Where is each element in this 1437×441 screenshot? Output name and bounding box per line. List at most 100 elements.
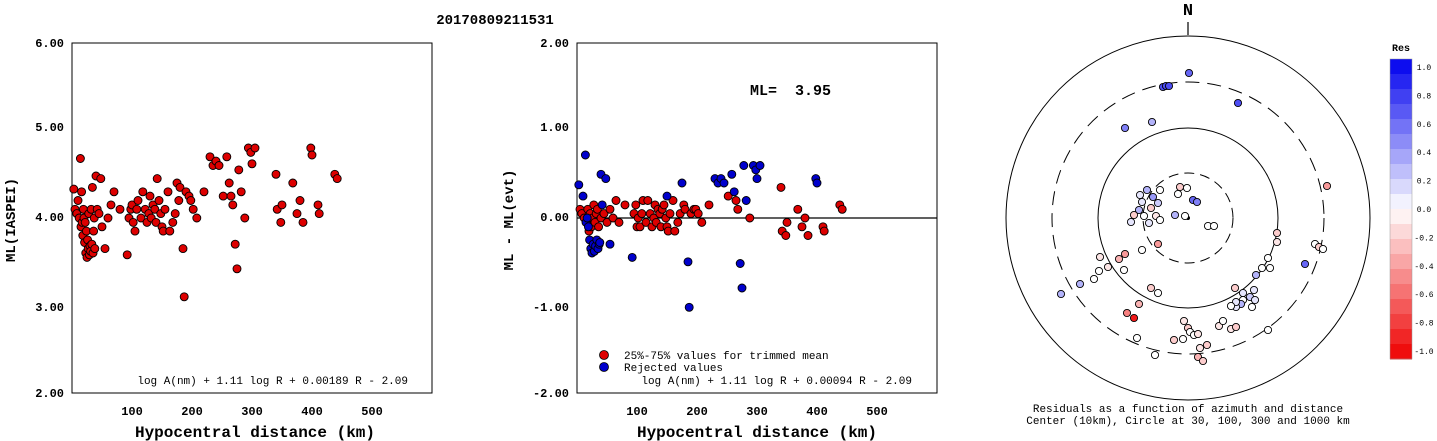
polar-station-point [1146, 203, 1156, 213]
panel2-y-ticks: -2.00 -1.00 0.00 1.00 2.00 [533, 37, 569, 401]
panel1-data-point [115, 204, 125, 214]
panel3-points [1056, 68, 1332, 366]
colorbar-swatch [1390, 119, 1412, 135]
colorbar-swatch [1390, 239, 1412, 255]
panel1-x-tick-label: 100 [121, 405, 143, 419]
panel2-trimmed-point [659, 200, 669, 210]
panel2-rejected-point [662, 191, 672, 201]
panel2-rejected-point [595, 238, 605, 247]
polar-station-point [1263, 325, 1273, 335]
polar-station-point [1147, 117, 1157, 127]
panel1-data-point [295, 196, 305, 205]
panel1-data-point [122, 250, 132, 260]
panel1-data-point [236, 187, 246, 197]
polar-station-point [1120, 249, 1130, 259]
panel2-y-tick-label: 1.00 [540, 121, 569, 135]
panel1-data-point [163, 187, 173, 197]
panel1-data-point [77, 187, 87, 197]
polar-station-point [1134, 205, 1144, 215]
colorbar-swatch [1390, 134, 1412, 150]
panel2-trimmed-point [594, 222, 604, 232]
polar-station-point [1137, 245, 1147, 255]
colorbar-swatch [1390, 149, 1412, 165]
colorbar-swatch [1390, 194, 1412, 210]
panel2-trimmed-point [837, 204, 847, 214]
panel3-residual-polar: N Residuals as a function of azimuth and… [1005, 2, 1371, 428]
panel1-data-point [145, 191, 155, 201]
panel1-data-point [80, 217, 90, 227]
polar-station-point [1226, 301, 1236, 311]
colorbar-swatch [1390, 329, 1412, 345]
panel2-rejected-point [752, 174, 762, 184]
polar-station-point [1153, 288, 1163, 298]
panel1-data-point [276, 217, 286, 227]
legend-marker-trimmed [599, 350, 609, 360]
polar-station-point [1272, 228, 1282, 238]
polar-station-point [1155, 185, 1165, 195]
polar-station-point [1146, 283, 1156, 293]
panel1-data-point [188, 204, 198, 214]
panel2-rejected-point [741, 196, 751, 205]
panel2-rejected-point [580, 150, 590, 160]
panel2-rejected-point [677, 178, 687, 188]
panel1-data-point [103, 213, 113, 223]
panel1-data-point [232, 264, 242, 274]
polar-station-point [1318, 244, 1328, 254]
colorbar-tick-label: 0.0 [1417, 206, 1432, 215]
polar-station-point [1182, 183, 1192, 193]
polar-station-point [1126, 217, 1136, 227]
polar-station-point [1173, 189, 1183, 199]
panel2-trimmed-point [605, 204, 615, 214]
ml-label: ML= [750, 83, 777, 100]
panel2-trimmed-point [599, 209, 609, 219]
colorbar-tick-label: -0.2 [1414, 234, 1433, 243]
polar-station-point [1114, 254, 1124, 264]
polar-station-point [1231, 322, 1241, 332]
polar-station-point [1132, 333, 1142, 343]
panel1-data-point [179, 292, 189, 302]
panel1-data-point [165, 226, 175, 236]
panel2-x-tick-label: 500 [866, 405, 888, 419]
polar-station-point [1230, 283, 1240, 293]
panel2-trimmed-point [635, 222, 645, 232]
polar-station-point [1238, 288, 1248, 298]
panel2-rejected-point [574, 180, 584, 190]
colorbar-swatch [1390, 89, 1412, 105]
colorbar-frame [1389, 58, 1413, 360]
panel2-points [574, 150, 847, 312]
panel2-trimmed-point [803, 231, 813, 240]
polar-station-point [1129, 210, 1139, 220]
panel1-data-point [94, 209, 104, 219]
panel1-data-point [87, 182, 97, 192]
panel2-formula: log A(nm) + 1.11 log R + 0.00094 R - 2.0… [641, 376, 912, 388]
polar-station-point [1192, 197, 1202, 207]
polar-station-point [1139, 211, 1149, 221]
panel1-data-point [205, 152, 215, 162]
colorbar-tick-label: 0.8 [1417, 92, 1432, 101]
colorbar-swatch [1390, 284, 1412, 300]
polar-station-point [1195, 343, 1205, 353]
panel2-trimmed-point [723, 191, 733, 201]
polar-station-point [1249, 285, 1259, 295]
panel1-data-point [277, 200, 287, 210]
polar-station-point [1164, 81, 1174, 91]
polar-station-point [1170, 210, 1180, 220]
panel2-rejected-point [583, 222, 593, 232]
panel2-trimmed-point [620, 200, 630, 210]
legend-label-trimmed: 25%-75% values for trimmed mean [624, 351, 829, 363]
colorbar-tick-label: 1.0 [1417, 64, 1432, 73]
panel2-rejected-point [737, 283, 747, 293]
panel1-data-point [307, 150, 317, 160]
panel1-x-tick-label: 200 [181, 405, 203, 419]
panel1-data-point [73, 196, 83, 205]
panel1-x-tick-label: 300 [241, 405, 263, 419]
panel1-data-point [152, 174, 162, 184]
panel1-y-tick-label: 5.00 [35, 121, 64, 135]
panel2-trimmed-point [631, 200, 641, 210]
panel1-data-point [168, 217, 178, 227]
panel1-data-point [313, 200, 323, 210]
polar-station-point [1075, 279, 1085, 289]
polar-station-point [1233, 98, 1243, 108]
panel2-rejected-point [735, 259, 745, 268]
